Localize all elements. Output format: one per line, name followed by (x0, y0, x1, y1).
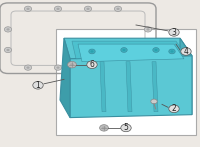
Circle shape (169, 49, 175, 54)
Circle shape (24, 6, 32, 11)
Text: 3: 3 (172, 28, 176, 37)
Circle shape (86, 8, 90, 10)
Circle shape (181, 48, 191, 55)
Text: 6: 6 (90, 60, 94, 69)
Circle shape (4, 47, 12, 53)
Circle shape (153, 48, 159, 52)
Circle shape (54, 65, 62, 70)
Circle shape (154, 49, 158, 51)
Circle shape (6, 28, 10, 31)
Circle shape (68, 61, 76, 68)
Circle shape (33, 81, 43, 89)
Text: 4: 4 (184, 47, 188, 56)
Circle shape (100, 125, 108, 131)
Polygon shape (180, 38, 192, 115)
Circle shape (84, 6, 92, 11)
Circle shape (4, 27, 12, 32)
Polygon shape (78, 44, 184, 62)
Circle shape (169, 29, 179, 36)
Circle shape (24, 65, 32, 70)
Circle shape (54, 6, 62, 11)
Circle shape (121, 124, 131, 132)
Circle shape (114, 65, 122, 70)
Circle shape (170, 50, 174, 53)
Circle shape (121, 48, 127, 52)
Circle shape (90, 50, 94, 53)
Polygon shape (100, 62, 106, 112)
Circle shape (146, 28, 150, 31)
Circle shape (70, 63, 74, 66)
Circle shape (56, 8, 60, 10)
Circle shape (56, 66, 60, 69)
Circle shape (87, 61, 97, 69)
Circle shape (146, 49, 150, 51)
Circle shape (151, 99, 157, 104)
Circle shape (169, 105, 179, 113)
Circle shape (116, 66, 120, 69)
Polygon shape (72, 41, 186, 59)
Circle shape (86, 66, 90, 69)
Polygon shape (64, 38, 192, 59)
Polygon shape (60, 38, 70, 118)
Circle shape (26, 8, 30, 10)
Text: 1: 1 (36, 81, 40, 90)
Circle shape (89, 49, 95, 54)
Circle shape (6, 49, 10, 51)
Circle shape (102, 126, 106, 129)
Circle shape (122, 49, 126, 51)
Circle shape (144, 27, 152, 32)
Circle shape (84, 65, 92, 70)
Text: 5: 5 (124, 123, 128, 132)
Circle shape (144, 47, 152, 53)
Text: 2: 2 (172, 104, 176, 113)
Polygon shape (126, 62, 132, 112)
Polygon shape (152, 62, 158, 112)
Circle shape (116, 8, 120, 10)
Circle shape (114, 6, 122, 11)
Circle shape (26, 66, 30, 69)
FancyBboxPatch shape (56, 29, 196, 135)
Polygon shape (70, 56, 192, 118)
